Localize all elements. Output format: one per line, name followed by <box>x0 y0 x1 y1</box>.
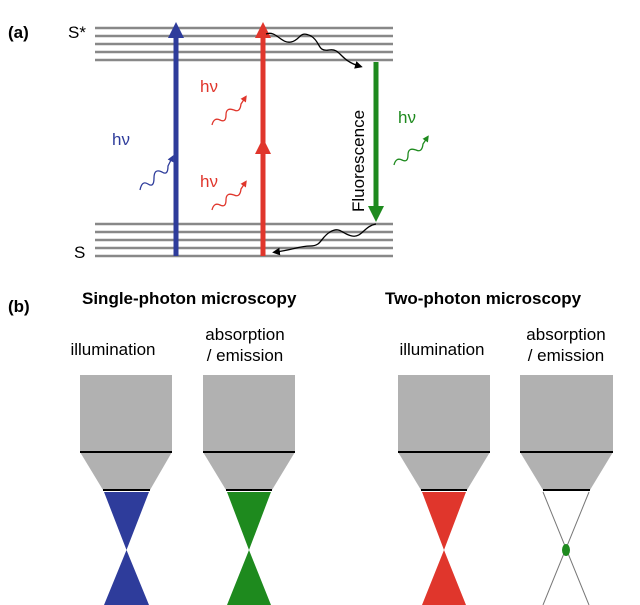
column-label: illumination <box>399 340 484 359</box>
photon-label: hν <box>398 108 416 127</box>
objective <box>203 375 295 605</box>
fluorescence-label: Fluorescence <box>349 110 368 212</box>
column-label: absorption <box>526 325 605 344</box>
photons <box>140 98 427 210</box>
objective <box>80 375 172 605</box>
column-label: illumination <box>70 340 155 359</box>
state-label: S <box>74 243 85 262</box>
photon-label: hν <box>200 77 218 96</box>
panel-label: (a) <box>8 23 29 42</box>
photon-label: hν <box>200 172 218 191</box>
group-title: Two-photon microscopy <box>385 289 582 308</box>
photon-label: hν <box>112 130 130 149</box>
panel-label: (b) <box>8 297 30 316</box>
objective <box>398 375 490 605</box>
objective <box>520 375 613 605</box>
column-label: / emission <box>528 346 605 365</box>
group-title: Single-photon microscopy <box>82 289 297 308</box>
column-label: absorption <box>205 325 284 344</box>
state-label: S* <box>68 23 86 42</box>
figure: (a) S* S hν hν hν hν Fluorescence (b) Si… <box>0 0 640 605</box>
column-label: / emission <box>207 346 284 365</box>
